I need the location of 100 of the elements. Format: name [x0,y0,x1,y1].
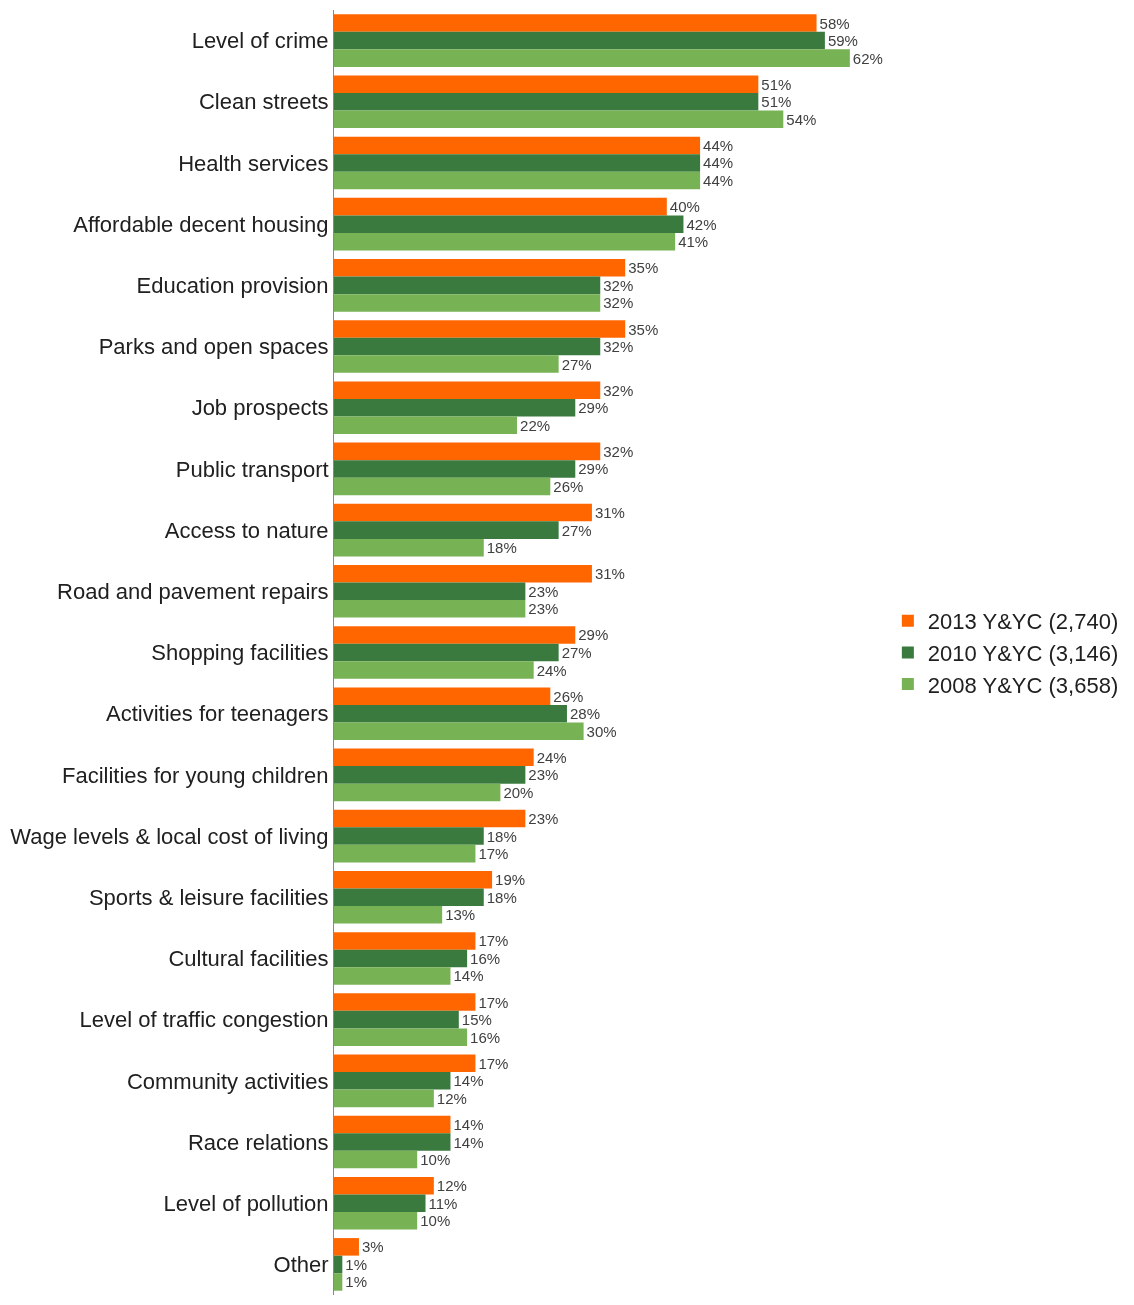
data-label: 13% [445,906,476,924]
bar [334,171,701,190]
bar [334,827,484,845]
bar [334,565,592,583]
bar [334,906,443,924]
data-label: 32% [603,294,634,312]
bar [334,582,526,601]
bar [334,1150,418,1169]
bar [334,294,601,312]
bar [334,75,759,94]
bar [334,1211,418,1230]
data-label: 40% [669,198,700,216]
bar [334,154,701,172]
data-label: 41% [678,233,709,251]
y-tick-label: Education provision [136,273,329,299]
data-label: 23% [528,600,559,618]
bar [334,31,825,50]
data-label: 31% [594,565,625,583]
data-label: 23% [528,766,559,784]
data-label: 12% [436,1089,467,1107]
bar [334,1054,476,1073]
bar [334,1176,434,1195]
data-label: 44% [703,172,734,190]
data-label: 12% [436,1177,467,1195]
y-tick-label: Level of crime [191,28,329,54]
y-tick-label: Access to nature [164,517,329,543]
data-label: 22% [520,416,551,434]
bar [334,870,493,889]
data-label: 20% [503,783,534,801]
bar [334,704,567,723]
bar [334,722,584,740]
y-tick-label: Sports & leisure facilities [88,884,329,910]
data-label: 32% [603,442,634,460]
bar [334,320,626,338]
bar [334,355,559,373]
bar [334,215,684,233]
data-label: 54% [786,110,817,128]
bar [334,687,551,705]
bar [334,398,576,417]
bar [334,932,476,950]
bar [334,259,626,277]
bar [334,1072,451,1090]
bar [334,1115,451,1134]
data-label: 44% [703,136,734,154]
bar [334,416,518,435]
y-tick-label: Community activities [126,1068,329,1094]
data-label: 1% [345,1255,368,1273]
data-label: 17% [478,932,509,950]
bar [334,136,701,155]
y-tick-label: Health services [178,150,329,176]
data-label: 26% [553,687,584,705]
data-label: 27% [561,521,592,539]
bar [334,661,534,679]
data-label: 10% [420,1212,451,1230]
bar [334,766,526,784]
bar [334,1273,343,1291]
data-label: 1% [345,1273,368,1291]
bar [334,1028,468,1046]
data-label: 17% [478,1054,509,1072]
data-label: 31% [594,504,625,522]
bar [334,643,559,662]
data-label: 35% [628,320,659,338]
y-tick-label: Other [273,1252,329,1278]
data-label: 32% [603,381,634,399]
data-label: 35% [628,259,659,277]
bar [334,442,601,461]
data-label: 3% [361,1238,384,1256]
bar [334,276,601,295]
bar [334,967,451,985]
bar [334,232,676,251]
data-label: 23% [528,582,559,600]
bar [334,783,501,802]
bar [334,93,759,111]
data-label: 32% [603,338,634,356]
y-tick-label: Cultural facilities [168,946,329,972]
y-tick-label: Level of pollution [163,1190,329,1216]
data-label: 16% [470,949,501,967]
data-label: 15% [461,1011,492,1029]
y-tick-label: Affordable decent housing [73,211,329,237]
data-label: 29% [578,399,609,417]
bar [334,626,576,644]
y-tick-label: Job prospects [191,395,329,421]
data-label: 32% [603,276,634,294]
data-label: 18% [486,827,517,845]
bar [334,521,559,539]
bar [334,809,526,828]
bar [334,460,576,478]
data-label: 17% [478,993,509,1011]
bar [334,503,592,522]
data-label: 18% [486,539,517,557]
data-label: 51% [761,75,792,93]
data-label: 29% [578,626,609,644]
bar [334,844,476,863]
data-label: 14% [453,1133,484,1151]
bar [334,538,484,557]
bar [334,1194,426,1212]
bar [334,110,784,129]
bar [334,949,468,968]
data-label: 18% [486,888,517,906]
y-tick-label: Activities for teenagers [106,701,329,727]
